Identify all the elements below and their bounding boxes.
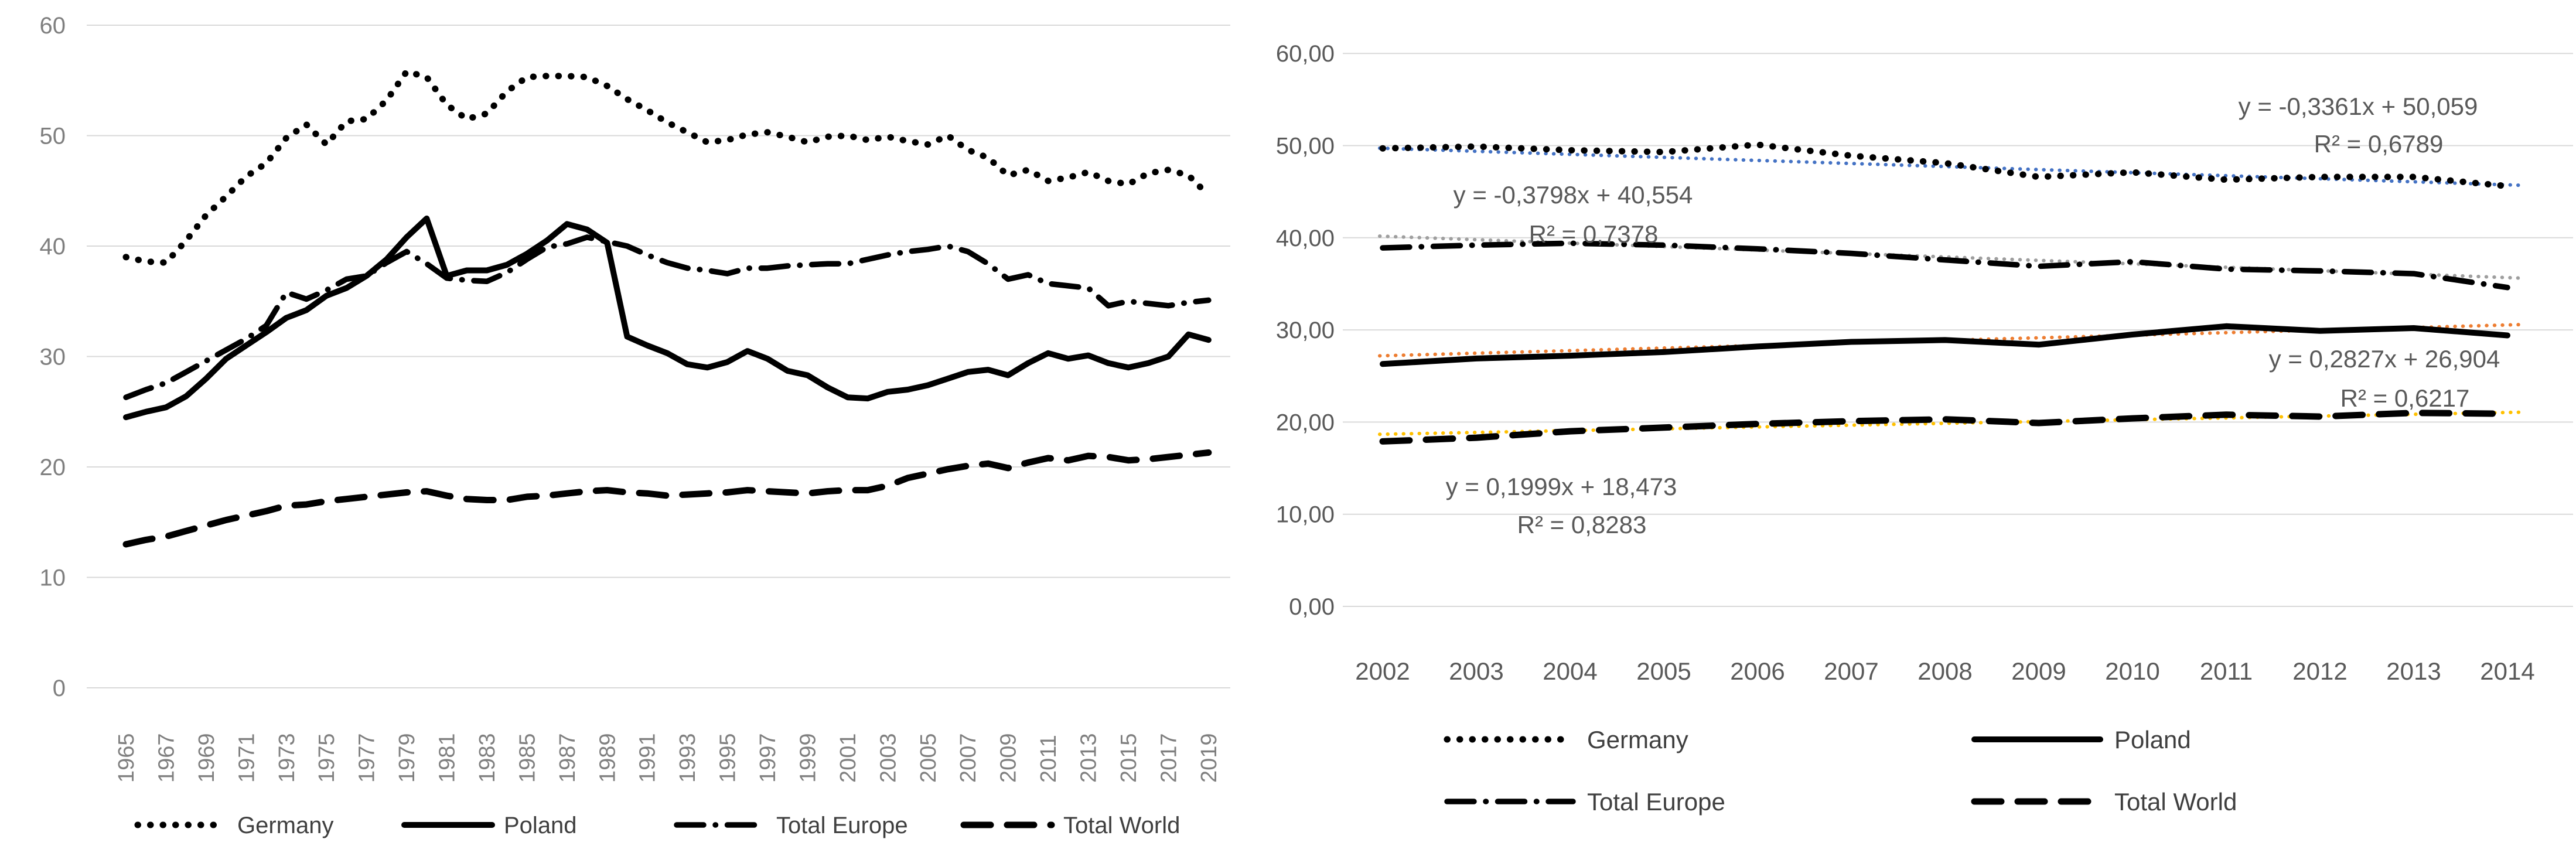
r-squared-germany: R² = 0,6789 <box>2314 130 2444 158</box>
r-squared-total-world: R² = 0,8283 <box>1517 511 1647 538</box>
x-axis-tick-label: 2017 <box>1156 733 1181 783</box>
x-axis-tick-label: 2014 <box>2480 657 2534 685</box>
series-total-world <box>1379 410 2511 445</box>
equation-total-world: y = 0,1999x + 18,473 <box>1446 473 1677 500</box>
legend-label-poland: Poland <box>504 813 577 838</box>
legend-item-poland: Poland <box>1971 726 2191 753</box>
x-axis-tick-label: 2008 <box>1918 657 1972 685</box>
legend-label-germany: Germany <box>1587 726 1688 753</box>
x-axis-tick-label: 1993 <box>675 733 700 783</box>
x-axis-tick-label: 2007 <box>956 733 981 783</box>
y-axis-tick-label: 20 <box>40 455 66 480</box>
legend-label-total-europe: Total Europe <box>1587 788 1725 816</box>
x-axis-tick-label: 1977 <box>355 733 380 783</box>
y-axis-tick-label: 60 <box>40 13 66 39</box>
legend-item-total-europe: Total Europe <box>1444 788 1725 816</box>
series-poland <box>123 215 1212 421</box>
x-axis-tick-label: 1973 <box>275 733 299 783</box>
y-axis-tick-label: 40,00 <box>1276 226 1335 251</box>
legend-item-total-world: Total World <box>960 813 1180 838</box>
x-axis-tick-label: 2010 <box>2105 657 2159 685</box>
x-axis-tick-label: 2002 <box>1355 657 1410 685</box>
y-axis-tick-label: 30,00 <box>1276 318 1335 343</box>
x-axis-tick-label: 1987 <box>555 733 580 783</box>
x-axis-tick-label: 2003 <box>876 733 900 783</box>
x-axis-tick-label: 2001 <box>836 733 861 783</box>
equation-germany: y = -0,3361x + 50,059 <box>2239 93 2478 120</box>
y-axis-tick-label: 0,00 <box>1289 594 1335 620</box>
x-axis-tick-label: 2006 <box>1730 657 1785 685</box>
y-axis-tick-label: 10,00 <box>1276 502 1335 528</box>
x-axis-tick-label: 1979 <box>395 733 419 783</box>
x-axis-tick-label: 1981 <box>435 733 460 783</box>
x-axis-tick-label: 2013 <box>2386 657 2441 685</box>
r-squared-poland: R² = 0,6217 <box>2340 384 2470 412</box>
x-axis-tick-label: 1971 <box>234 733 259 783</box>
left-chart-panel: 0 10 20 30 40 50 60 1965 1967 1969 1971 1973 1975 197… <box>0 0 1242 863</box>
legend-label-poland: Poland <box>2114 726 2191 753</box>
x-axis-tick-label: 2009 <box>2011 657 2066 685</box>
x-axis-tick-label: 2011 <box>1036 735 1061 783</box>
y-axis-tick-label: 0 <box>53 676 66 701</box>
x-axis-tick-label: 2005 <box>1636 657 1691 685</box>
legend-label-total-world: Total World <box>1063 813 1180 838</box>
trendline-total-europe <box>1378 234 2524 280</box>
equation-total-europe: y = -0,3798x + 40,554 <box>1454 181 1693 209</box>
series-total-world <box>122 449 1212 548</box>
x-axis-tick-label: 1999 <box>796 733 820 783</box>
series-germany <box>122 68 1212 266</box>
x-axis-tick-label: 1975 <box>315 733 339 783</box>
y-axis-tick-label: 20,00 <box>1276 410 1335 435</box>
x-axis-tick-label: 2012 <box>2292 657 2347 685</box>
y-axis-tick-label: 10 <box>40 565 66 591</box>
equation-poland: y = 0,2827x + 26,904 <box>2269 345 2500 373</box>
x-axis-tick-label: 2015 <box>1117 733 1141 783</box>
y-axis-tick-label: 50,00 <box>1276 134 1335 159</box>
x-axis-tick-label: 2004 <box>1543 657 1597 685</box>
legend-item-poland: Poland <box>401 813 577 838</box>
x-axis-tick-label: 2005 <box>916 733 941 783</box>
x-axis-tick-label: 2009 <box>997 733 1021 783</box>
legend-item-germany: Germany <box>134 813 334 838</box>
series-total-europe <box>123 234 1212 400</box>
series-total-europe <box>1380 240 2510 291</box>
legend-item-germany: Germany <box>1444 726 1688 753</box>
x-axis-tick-label: 2007 <box>1824 657 1878 685</box>
x-axis-tick-label: 2003 <box>1449 657 1503 685</box>
right-chart-panel: 0,00 10,00 20,00 30,00 40,00 50,00 60,00 2002 20… <box>1242 0 2576 863</box>
left-chart-1965-2019: 0 10 20 30 40 50 60 1965 1967 1969 1971 1973 1975 197… <box>40 13 1230 838</box>
y-axis-tick-label: 60,00 <box>1276 41 1335 67</box>
x-axis-tick-label: 1989 <box>595 733 620 783</box>
legend-item-total-world: Total World <box>1971 788 2237 816</box>
legend-label-germany: Germany <box>237 813 334 838</box>
y-axis-tick-label: 30 <box>40 344 66 370</box>
legend-label-total-europe: Total Europe <box>776 813 908 838</box>
series-germany <box>1379 141 2511 190</box>
x-axis-tick-label: 2019 <box>1197 733 1222 783</box>
y-axis-tick-label: 50 <box>40 124 66 149</box>
x-axis-tick-label: 1965 <box>114 733 139 783</box>
x-axis-tick-label: 1967 <box>154 733 179 783</box>
x-axis-tick-label: 1985 <box>515 733 540 783</box>
trendline-germany <box>1378 146 2524 187</box>
x-axis-tick-label: 1983 <box>475 733 500 783</box>
x-axis-tick-label: 1991 <box>636 733 660 783</box>
x-axis-tick-label: 2011 <box>2200 657 2253 685</box>
legend-label-total-world: Total World <box>2114 788 2237 816</box>
y-axis-tick-label: 40 <box>40 234 66 260</box>
right-chart-2002-2014: 0,00 10,00 20,00 30,00 40,00 50,00 60,00 2002 20… <box>1276 41 2573 816</box>
series-poland <box>1380 323 2510 367</box>
r-squared-total-europe: R² = 0,7378 <box>1529 220 1659 248</box>
x-axis-tick-label: 1995 <box>716 733 741 783</box>
x-axis-tick-label: 1997 <box>756 733 780 783</box>
x-axis-tick-label: 1969 <box>195 733 219 783</box>
legend-item-total-europe: Total Europe <box>674 813 908 838</box>
x-axis-tick-label: 2013 <box>1077 733 1101 783</box>
